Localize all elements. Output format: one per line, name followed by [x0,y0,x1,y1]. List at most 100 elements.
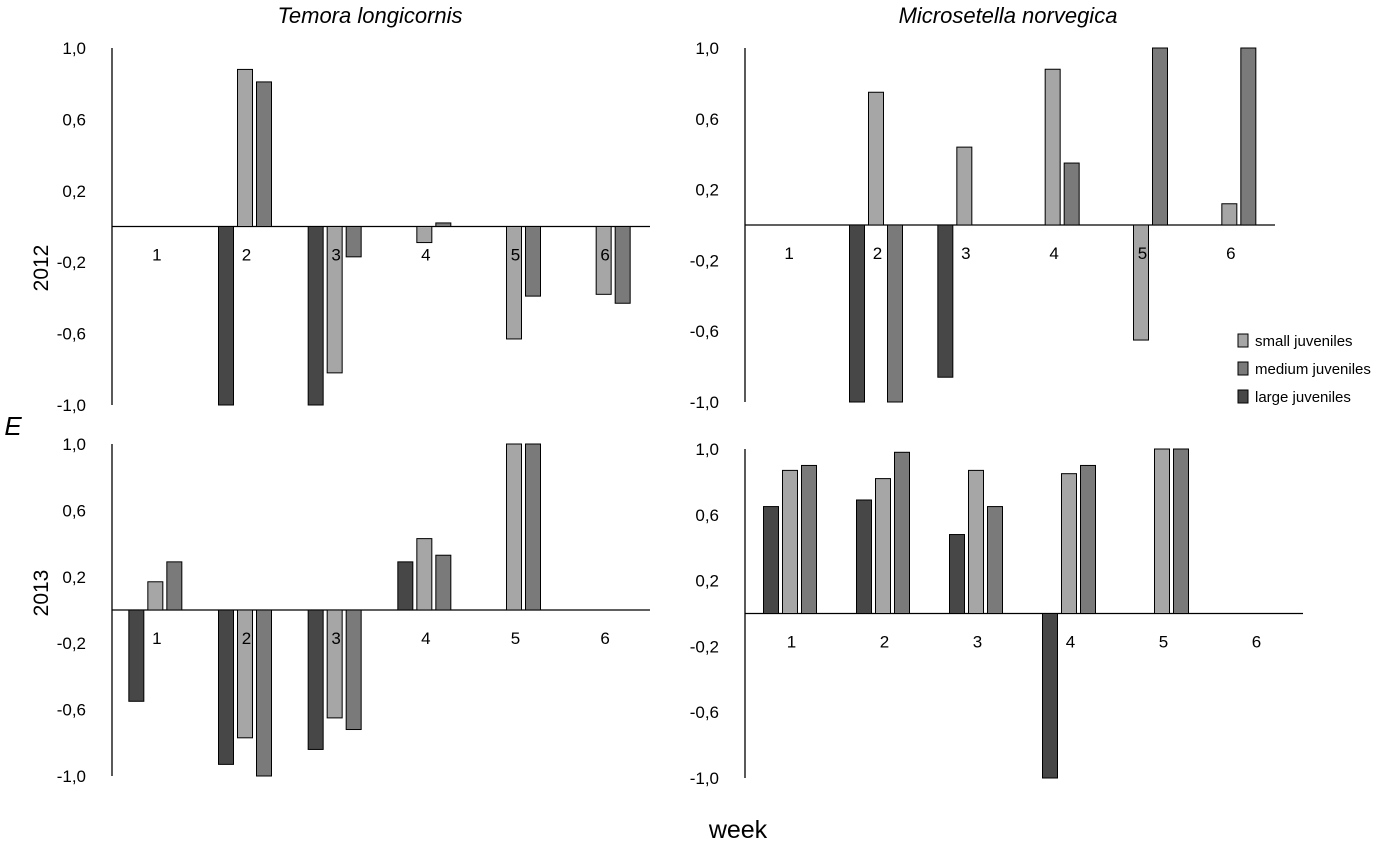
bar-medium-juveniles-week-4 [435,222,452,227]
x-category-label: 2 [873,244,882,263]
bar-large-juveniles-week-1 [763,506,779,615]
bar-medium-juveniles-week-4 [435,554,452,611]
x-category-label: 1 [787,633,796,652]
bar-medium-juveniles-week-3 [345,226,362,258]
bar-medium-juveniles-week-2 [894,451,910,615]
legend-swatch-small [1237,333,1249,348]
y-tick-label: 0,2 [62,568,86,587]
chart-temora-2013: 1,0 0,6 0,2 -0,2 -0,6 -1,0 1 2 3 4 5 6 [57,435,650,786]
bar-small-juveniles-week-3 [968,469,984,615]
y-tick-label: -1,0 [690,393,719,412]
x-category-label: 5 [1159,633,1168,652]
bar-large-juveniles-week-3 [307,609,324,750]
bar-large-juveniles-week-2 [856,499,872,614]
y-tick-label: -1,0 [690,769,719,788]
bar-large-juveniles-week-4 [1042,613,1058,779]
x-category-label: 4 [1049,244,1058,263]
y-tick-label: 0,6 [695,110,719,129]
bar-large-juveniles-week-2 [849,224,865,403]
legend-label-medium: medium juveniles [1255,361,1371,378]
chart-microsetella-2012: 1,0 0,6 0,2 -0,2 -0,6 -1,0 1 2 3 4 5 6 [690,39,1275,412]
y-tick-label: -0,6 [690,703,719,722]
x-category-label: 5 [1138,244,1147,263]
y-tick-label: -1,0 [57,767,86,786]
x-category-label: 5 [511,246,520,265]
y-tick-label: 1,0 [695,39,719,58]
x-category-label: 1 [152,246,161,265]
bar-small-juveniles-week-2 [237,609,253,739]
bar-medium-juveniles-week-4 [1063,162,1080,226]
bar-small-juveniles-week-2 [868,91,884,226]
y-tick-label: 0,2 [62,182,86,201]
y-tick-label: -0,2 [57,634,86,653]
x-category-label: 2 [880,633,889,652]
x-category-label: 3 [331,629,340,648]
legend-label-small: small juveniles [1255,333,1353,350]
x-category-label: 2 [242,246,251,265]
bar-medium-juveniles-week-4 [1080,464,1096,615]
y-tick-label: -0,6 [57,325,86,344]
y-tick-label: 1,0 [695,440,719,459]
bar-small-juveniles-week-5 [506,443,522,611]
y-tick-label: -0,2 [690,251,719,270]
bar-small-juveniles-week-3 [956,146,973,226]
y-tick-label: 1,0 [62,435,86,454]
bar-small-juveniles-week-4 [416,226,433,244]
bar-small-juveniles-week-5 [1133,224,1149,341]
bar-large-juveniles-week-3 [949,534,965,614]
x-category-label: 3 [331,246,340,265]
bar-large-juveniles-week-4 [397,561,414,611]
x-category-label: 6 [1226,244,1235,263]
bar-medium-juveniles-week-5 [525,443,541,611]
bar-small-juveniles-week-4 [1044,68,1061,226]
bar-medium-juveniles-week-6 [1240,47,1257,226]
bar-medium-juveniles-week-2 [887,224,903,403]
bar-medium-juveniles-week-2 [256,81,272,228]
y-axis-label: E [4,411,22,441]
bar-small-juveniles-week-4 [1061,473,1077,614]
y-tick-label: 0,2 [695,181,719,200]
row-label-2013: 2013 [30,570,53,617]
x-category-label: 6 [600,246,609,265]
x-category-label: 3 [961,244,970,263]
chart-microsetella-2013: 1,0 0,6 0,2 -0,2 -0,6 -1,0 1 2 3 4 5 6 [690,440,1303,788]
bar-small-juveniles-week-5 [506,226,522,340]
y-tick-label: -0,6 [690,322,719,341]
bar-medium-juveniles-week-1 [166,561,183,611]
y-tick-label: -0,2 [690,637,719,656]
x-category-label: 1 [152,629,161,648]
x-category-label: 1 [784,244,793,263]
title-temora: Temora longicornis [277,3,462,28]
bar-medium-juveniles-week-3 [345,609,362,731]
bar-small-juveniles-week-5 [1154,448,1170,614]
bar-medium-juveniles-week-3 [987,506,1003,615]
x-category-label: 4 [421,246,430,265]
x-category-label: 5 [511,629,520,648]
chart-panels: 1,0 0,6 0,2 -0,2 -0,6 -1,0 1 2 3 4 5 6 1,0 0,6 0,2 -0,2… [57,39,1303,788]
y-tick-label: 0,2 [695,572,719,591]
x-axis-label: week [708,816,768,843]
bar-large-juveniles-week-3 [307,226,324,406]
y-tick-label: -0,2 [57,253,86,272]
bar-medium-juveniles-week-1 [801,464,817,615]
bar-small-juveniles-week-6 [1221,203,1238,226]
title-microsetella: Microsetella norvegica [899,3,1118,28]
x-category-label: 3 [973,633,982,652]
y-tick-label: 0,6 [695,506,719,525]
row-label-2012: 2012 [30,245,53,292]
bar-medium-juveniles-week-6 [614,226,631,304]
legend-swatch-medium [1237,361,1249,376]
bar-medium-juveniles-week-5 [1152,47,1168,226]
bar-large-juveniles-week-3 [937,224,954,378]
bar-medium-juveniles-week-5 [525,226,541,297]
bar-small-juveniles-week-4 [416,538,433,611]
bar-small-juveniles-week-6 [595,226,612,295]
bar-small-juveniles-week-2 [237,68,253,227]
bar-small-juveniles-week-3 [326,226,343,374]
y-tick-label: 0,6 [62,501,86,520]
bar-large-juveniles-week-2 [218,226,234,406]
bar-small-juveniles-week-2 [875,478,891,614]
bar-small-juveniles-week-3 [326,609,343,719]
x-category-label: 4 [421,629,430,648]
